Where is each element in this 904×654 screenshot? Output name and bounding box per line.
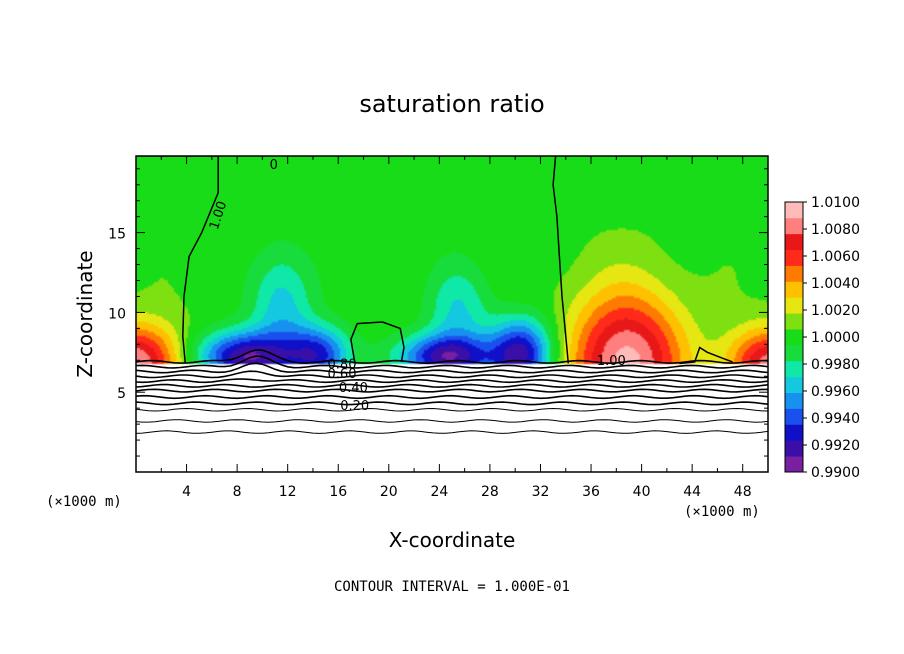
x-tick-label: 24 [430, 484, 448, 500]
colorbar-swatch [785, 376, 803, 393]
y-tick-label: 10 [108, 306, 126, 322]
colorbar-swatch [785, 360, 803, 378]
colorbar-label: 0.9960 [811, 384, 860, 400]
contour-label: 0 [270, 158, 278, 173]
x-tick-label: 20 [380, 484, 398, 500]
colorbar-swatch [785, 440, 803, 457]
x-axis-title: X-coordinate [389, 528, 516, 552]
colorbar-label: 1.0080 [811, 222, 860, 238]
colorbar-label: 1.0040 [811, 276, 860, 292]
contour-interval-note: CONTOUR INTERVAL = 1.000E-01 [334, 579, 570, 595]
x-tick-label: 32 [532, 484, 550, 500]
colorbar-swatch [785, 392, 803, 409]
boundary-contour-line [136, 401, 768, 406]
isoline-1-00-right-line [552, 156, 570, 364]
boundary-contour-line [136, 378, 768, 384]
contour-label: 0.80 [328, 357, 357, 372]
colorbar-swatch [785, 233, 803, 251]
colorbar-label: 0.9900 [811, 465, 860, 481]
plot-frame [135, 155, 769, 473]
boundary-contour-line [136, 355, 768, 369]
x-tick-label: 16 [329, 484, 347, 500]
colorbar-label: 1.0000 [811, 330, 860, 346]
boundary-contour-line [136, 419, 768, 423]
plot-area: 01.001.000.800.600.400.20 4 8 12 16 20 24 28 32… [108, 155, 769, 500]
colorbar-label: 1.0100 [811, 195, 860, 211]
y-axis-ticks: 5 10 15 [108, 168, 768, 457]
boundary-contour-line [136, 430, 768, 434]
x-axis-ticks: 4 8 12 16 20 24 28 32 36 40 44 48 [160, 156, 752, 500]
y-axis-title: Z-coordinate [73, 250, 97, 377]
contour-label: 0.20 [340, 399, 369, 414]
colorbar-swatch [785, 217, 803, 235]
colorbar-label: 1.0060 [811, 249, 860, 265]
colorbar-swatch [785, 424, 803, 441]
y-tick-label: 5 [117, 386, 126, 402]
colorbar-label: 0.9920 [811, 438, 860, 454]
x-tick-label: 44 [683, 484, 701, 500]
isoline-1-00-bump [679, 346, 733, 365]
colorbar-label: 1.0020 [811, 303, 860, 319]
x-tick-label: 36 [582, 484, 600, 500]
boundary-contour-line [136, 370, 768, 379]
colorbar-swatch [785, 313, 803, 330]
colorbar-swatch [785, 249, 803, 266]
x-tick-label: 12 [279, 484, 297, 500]
colorbar-label: 0.9940 [811, 411, 860, 427]
boundary-contour-line [136, 349, 768, 365]
colorbar-swatch [785, 408, 803, 425]
x-tick-label: 4 [182, 484, 191, 500]
colorbar-labels: 1.0100 1.0080 1.0060 1.0040 1.0020 1.0000 0.99… [803, 195, 860, 481]
contour-label: 1.00 [597, 354, 626, 369]
x-unit-label-left: (×1000 m) [46, 494, 122, 510]
colorbar-swatch [785, 297, 803, 314]
colorbar-swatch [785, 344, 803, 362]
boundary-contour-line [136, 383, 768, 388]
contour-label: 0.60 [328, 367, 357, 382]
colorbar-swatch [785, 329, 803, 346]
colorbar-swatches [785, 202, 803, 473]
x-tick-label: 8 [233, 484, 242, 500]
x-tick-label: 28 [481, 484, 499, 500]
boundary-contour-line [136, 407, 768, 412]
boundary-contour-line [136, 362, 768, 374]
x-tick-label: 48 [734, 484, 752, 500]
chart-title: saturation ratio [359, 90, 544, 118]
colorbar-swatch [785, 202, 803, 219]
isoline-1-00-left-line [182, 156, 219, 364]
heatmap-field [136, 156, 768, 472]
saturation-isolines [136, 156, 733, 365]
colorbar-swatch [785, 265, 803, 282]
contour-labels: 01.001.000.800.600.400.20 [207, 158, 626, 414]
boundary-contour-line [136, 388, 768, 393]
colorbar-swatch [785, 281, 803, 298]
isoline-1-00-middle-loop [350, 321, 405, 363]
colorbar: 1.0100 1.0080 1.0060 1.0040 1.0020 1.0000 0.99… [784, 195, 860, 481]
contour-label: 0.40 [339, 381, 368, 396]
x-tick-label: 40 [633, 484, 651, 500]
boundary-contour-line [136, 394, 768, 400]
boundary-layer-contours [136, 349, 768, 434]
colorbar-label: 0.9980 [811, 357, 860, 373]
x-unit-label-right: (×1000 m) [684, 504, 760, 520]
y-tick-label: 15 [108, 227, 126, 243]
colorbar-swatch [785, 456, 803, 473]
